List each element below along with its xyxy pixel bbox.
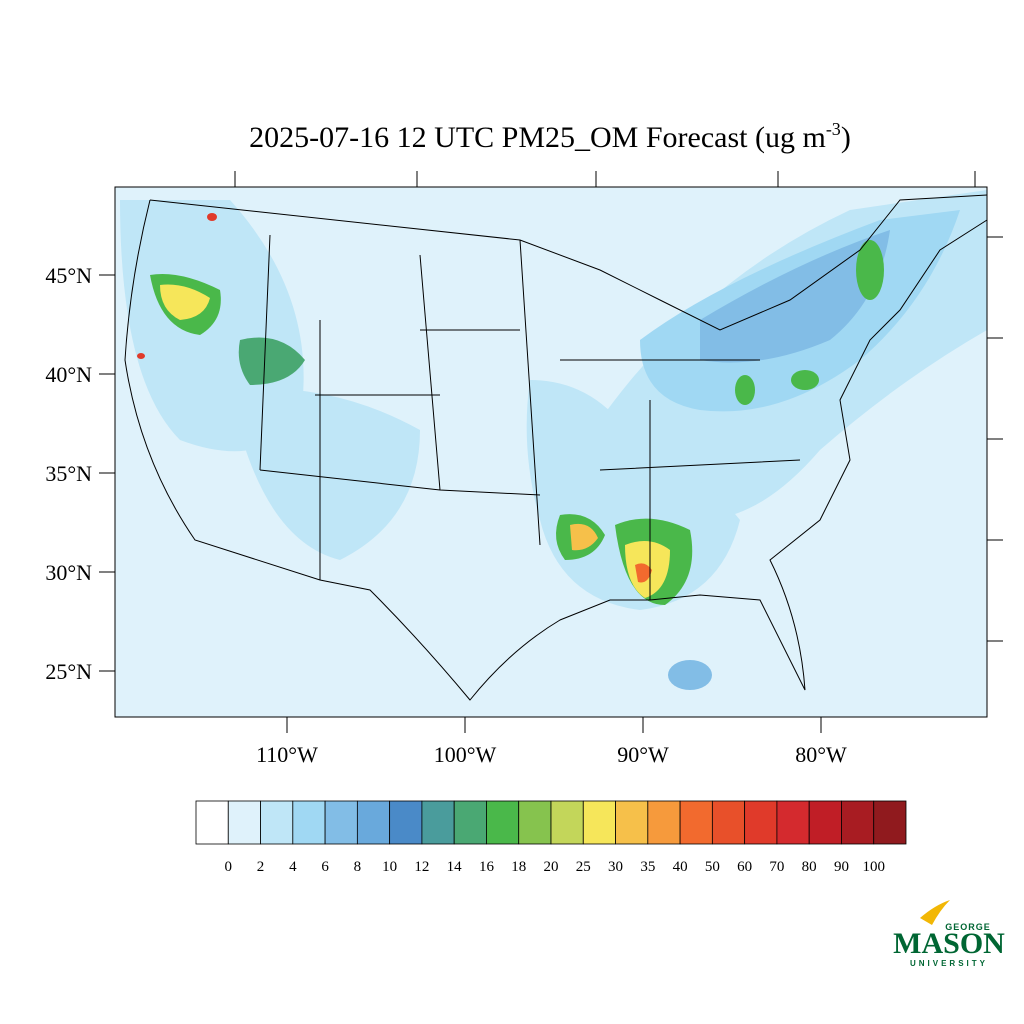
colorbar-label: 40 [673,859,688,875]
colorbar-box [195,800,229,845]
lat-label: 25°N [45,659,92,684]
colorbar-box [615,800,649,845]
colorbar-label: 70 [769,859,784,875]
colorbar-box [873,800,907,845]
colorbar-label: 80 [802,859,817,875]
colorbar-label: 4 [289,859,297,875]
logo: GEORGE MASON UNIVERSITY [893,900,1005,968]
colorbar-box [421,800,455,845]
colorbar-label: 25 [576,859,591,875]
lat-label: 40°N [45,362,92,387]
lon-label: 100°W [434,742,497,767]
colorbar-label: 8 [354,859,362,875]
colorbar-label: 2 [257,859,265,875]
colorbar-box [550,800,584,845]
map: 45°N 40°N 35°N 30°N 25°N 110°W 100°W 90°W 80°W [45,171,1003,767]
colorbar-label: 100 [862,859,885,875]
logo-bottom: UNIVERSITY [910,959,988,968]
title-end: ) [841,121,851,154]
colorbar-box [808,800,842,845]
title-text: 2025-07-16 12 UTC PM25_OM Forecast (ug m [249,121,826,154]
lon-label: 90°W [617,742,669,767]
colorbar-box [841,800,875,845]
colorbar-label: 10 [382,859,397,875]
colorbar-box [647,800,681,845]
logo-swoosh [920,900,950,925]
colorbar-box [292,800,326,845]
colorbar-box [324,800,358,845]
colorbar-box [679,800,713,845]
colorbar-box [356,800,391,845]
logo-main: MASON [893,927,1005,960]
colorbar-label: 20 [544,859,559,875]
title-superscript: -3 [826,119,841,139]
colorbar-box [227,800,261,845]
boundaries [124,194,988,701]
colorbar-box [711,800,746,845]
lon-label: 110°W [256,742,318,767]
colorbar-label: 6 [321,859,329,875]
colorbar: 0 2 4 6 8 10 12 14 16 18 20 25 30 35 40 50 60 70 80 90 100 [195,800,907,875]
colorbar-label: 18 [511,859,526,875]
colorbar-label: 16 [479,859,495,875]
colorbar-box [518,800,552,845]
lon-label: 80°W [795,742,847,767]
lat-label: 45°N [45,263,92,288]
logo-top: GEORGE [945,922,991,932]
colorbar-box [389,800,423,845]
colorbar-label: 90 [834,859,849,875]
colorbar-label: 30 [608,859,623,875]
colorbar-label: 12 [414,859,429,875]
title: 2025-07-16 12 UTC PM25_OM Forecast (ug m… [249,119,851,154]
colorbar-box [453,800,487,845]
frame-ticks [234,171,1003,642]
lat-label: 30°N [45,560,92,585]
map-frame [114,186,988,718]
lat-label: 35°N [45,461,92,486]
colorbar-box [260,800,294,845]
colorbar-box [744,800,778,845]
colorbar-label: 0 [225,859,233,875]
colorbar-label: 35 [640,859,655,875]
colorbar-label: 14 [447,859,463,875]
colorbar-label: 60 [737,859,752,875]
colorbar-label: 50 [705,859,720,875]
colorbar-box [776,800,810,845]
colorbar-box [582,800,616,845]
colorbar-box [486,800,520,845]
